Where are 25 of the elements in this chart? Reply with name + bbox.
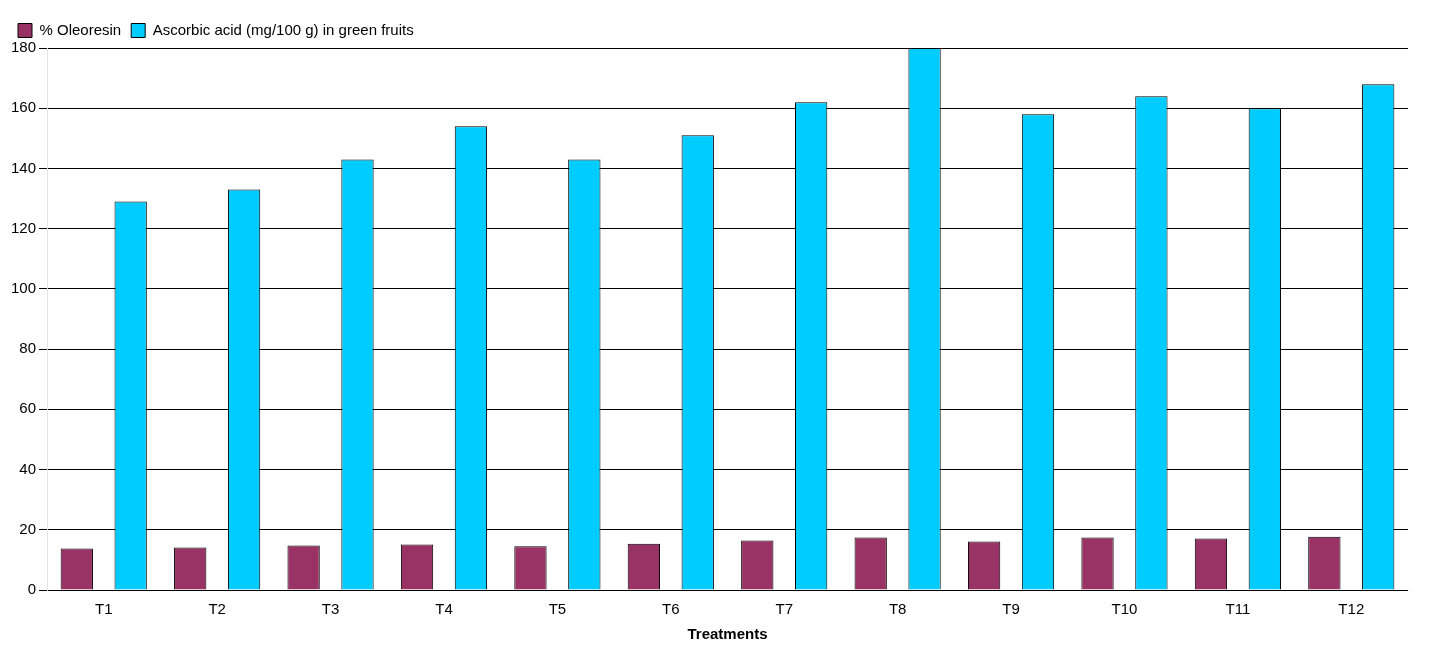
- y-tick-label: 120: [11, 218, 37, 236]
- x-axis-title: Treatments: [687, 625, 768, 643]
- x-tick-label: T2: [208, 600, 226, 618]
- y-tick-label: 160: [11, 98, 37, 116]
- x-tick-label: T6: [662, 600, 680, 618]
- y-tick-label: 60: [19, 399, 37, 417]
- x-tick-label: T3: [321, 600, 340, 618]
- x-tick-label: T12: [1338, 600, 1365, 618]
- x-tick-label: T10: [1111, 600, 1138, 618]
- x-tick-label: T9: [1002, 600, 1020, 618]
- x-tick-label: T5: [548, 600, 567, 618]
- x-tick-label: T11: [1225, 600, 1251, 618]
- y-tick-label: 20: [19, 519, 37, 537]
- y-tick-label: 80: [19, 339, 37, 357]
- x-tick-label: T4: [435, 600, 453, 618]
- y-tick-label: 40: [19, 459, 37, 477]
- y-tick-label: 180: [11, 38, 37, 56]
- y-tick-label: 100: [11, 279, 37, 297]
- legend-label: Ascorbic acid (mg/100 g) in green fruits: [152, 20, 414, 38]
- x-tick-label: T1: [94, 600, 113, 618]
- y-tick-label: 140: [11, 158, 37, 176]
- y-tick-label: 0: [27, 580, 37, 598]
- x-tick-label: T7: [775, 600, 793, 618]
- legend-label: % Oleoresin: [39, 20, 122, 38]
- x-tick-label: T8: [888, 600, 907, 618]
